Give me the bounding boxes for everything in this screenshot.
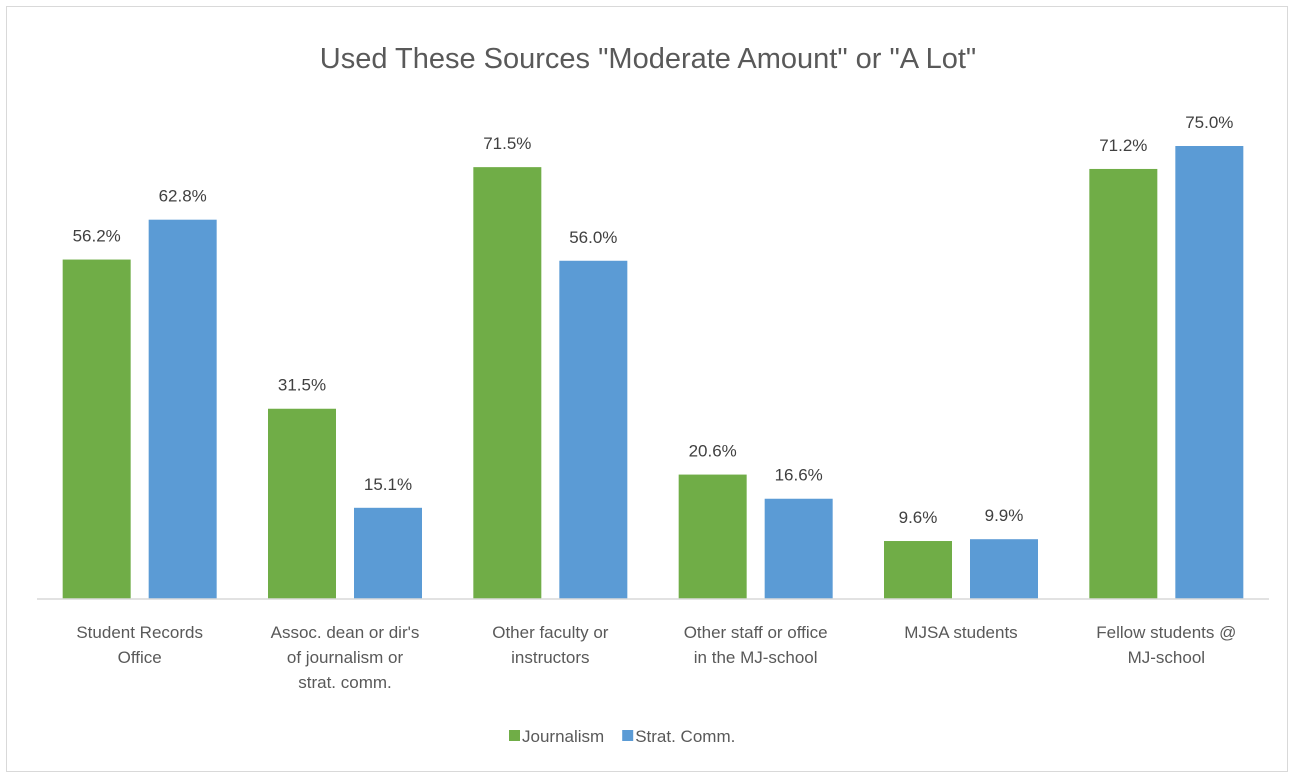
- bar-strat-comm-1: [354, 507, 422, 599]
- bar-journalism-4: [884, 541, 952, 599]
- data-label-strat-comm-4: 9.9%: [985, 506, 1024, 525]
- category-label-line: MJSA students: [904, 623, 1017, 642]
- category-label-0: Student Records Office: [76, 623, 203, 667]
- data-label-strat-comm-1: 15.1%: [364, 475, 412, 494]
- category-label-line: strat. comm.: [298, 673, 392, 692]
- bar-journalism-1: [268, 408, 336, 599]
- bar-journalism-3: [678, 474, 747, 599]
- category-labels-layer: Student Records Office Assoc. dean or dir'…: [76, 623, 1236, 692]
- category-label-line: Student Records: [76, 623, 203, 642]
- category-label-5: Fellow students @ MJ-school: [1096, 623, 1236, 667]
- data-label-journalism-3: 20.6%: [689, 442, 737, 461]
- category-label-line: Office: [118, 648, 162, 667]
- data-label-strat-comm-0: 62.8%: [159, 187, 207, 206]
- data-label-journalism-4: 9.6%: [899, 508, 938, 527]
- category-label-line: Other staff or office: [684, 623, 828, 642]
- data-label-strat-comm-2: 56.0%: [569, 228, 617, 247]
- category-label-line: Other faculty or: [492, 623, 609, 642]
- legend-label-journalism: Journalism: [522, 727, 604, 746]
- chart-title: Used These Sources "Moderate Amount" or …: [320, 43, 976, 75]
- category-label-line: in the MJ-school: [694, 648, 818, 667]
- data-label-journalism-5: 71.2%: [1099, 136, 1147, 155]
- data-label-strat-comm-3: 16.6%: [775, 466, 823, 485]
- data-label-journalism-2: 71.5%: [483, 134, 531, 153]
- bars-layer: [62, 146, 1244, 599]
- bar-strat-comm-2: [559, 260, 628, 599]
- category-label-line: of journalism or: [287, 648, 404, 667]
- data-labels-layer: 56.2% 62.8% 31.5% 15.1% 71.5% 56.0% 20.6% 16.6%…: [73, 113, 1234, 527]
- chart-area: [6, 6, 1288, 772]
- legend-swatch-journalism: [509, 730, 520, 741]
- data-label-strat-comm-5: 75.0%: [1185, 113, 1233, 132]
- category-label-2: Other faculty or instructors: [492, 623, 609, 667]
- category-label-line: Assoc. dean or dir's: [271, 623, 420, 642]
- category-label-line: MJ-school: [1128, 648, 1205, 667]
- bar-strat-comm-0: [148, 219, 217, 599]
- bar-strat-comm-4: [970, 539, 1038, 599]
- bar-journalism-2: [473, 167, 542, 599]
- category-label-3: Other staff or office in the MJ-school: [684, 623, 828, 667]
- legend-swatch-strat-comm: [622, 730, 634, 741]
- bar-strat-comm-3: [764, 498, 833, 599]
- legend-label-strat-comm: Strat. Comm.: [635, 727, 735, 746]
- legend: Journalism Strat. Comm.: [509, 727, 735, 746]
- data-label-journalism-1: 31.5%: [278, 376, 326, 395]
- bar-journalism-0: [62, 259, 131, 599]
- category-label-line: Fellow students @: [1096, 623, 1236, 642]
- category-label-line: instructors: [511, 648, 589, 667]
- category-label-1: Assoc. dean or dir's of journalism or stra…: [271, 623, 420, 692]
- bar-journalism-5: [1089, 168, 1158, 599]
- category-label-4: MJSA students: [904, 623, 1017, 642]
- bar-strat-comm-5: [1175, 146, 1244, 599]
- data-label-journalism-0: 56.2%: [73, 227, 121, 246]
